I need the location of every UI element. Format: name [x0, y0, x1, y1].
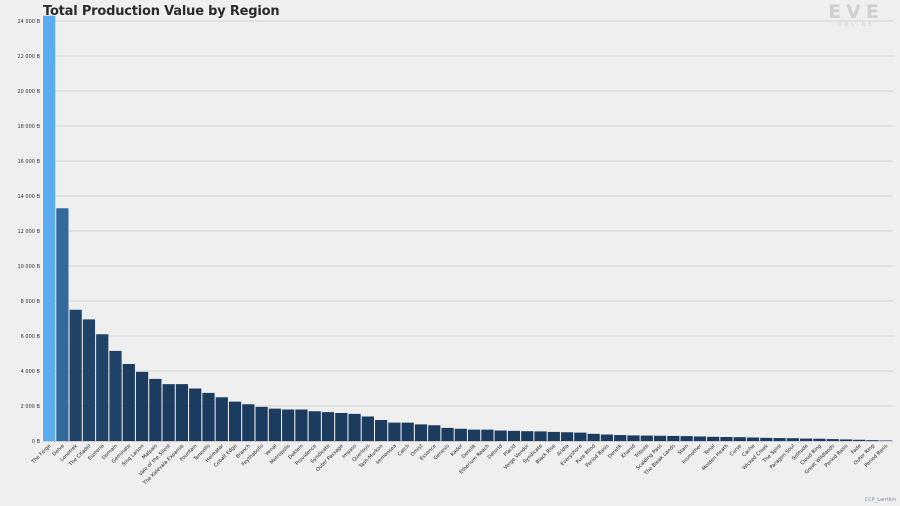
bar — [255, 406, 268, 442]
bar — [853, 439, 866, 441]
y-tick-label: 14 000 B — [17, 194, 40, 200]
bar — [228, 401, 242, 442]
bar — [839, 439, 853, 441]
bar — [375, 420, 388, 441]
bar — [43, 15, 56, 441]
bar — [866, 440, 879, 442]
bar — [574, 432, 587, 441]
logo-subtitle: ONLINE — [837, 22, 875, 28]
x-category-label: Detorid — [487, 443, 504, 460]
bar — [268, 408, 281, 442]
bar — [361, 416, 374, 441]
bar — [215, 397, 228, 441]
gridlines — [43, 20, 893, 442]
bar — [82, 319, 96, 442]
bar — [494, 430, 507, 441]
y-tick-label: 12 000 B — [17, 229, 40, 235]
bar — [879, 440, 892, 441]
bar — [746, 437, 760, 441]
bar — [813, 438, 826, 441]
bar — [707, 436, 720, 441]
y-tick-label: 22 000 B — [17, 54, 40, 60]
bar — [667, 435, 680, 441]
bar — [534, 431, 547, 442]
y-tick-label: 20 000 B — [17, 89, 40, 95]
bars — [43, 15, 892, 442]
bar — [56, 208, 69, 441]
bar — [162, 384, 175, 442]
bar — [481, 429, 494, 442]
y-tick-label: 6 000 B — [21, 334, 41, 340]
bar — [388, 422, 401, 442]
bar — [69, 309, 82, 441]
bar — [680, 436, 693, 441]
bar — [826, 439, 839, 441]
bar — [414, 424, 428, 442]
x-category-label: Curse — [729, 443, 743, 457]
y-tick-label: 2 000 B — [21, 404, 41, 410]
bar — [401, 422, 414, 442]
x-category-label: Catch — [397, 443, 411, 457]
bar — [335, 413, 348, 441]
author-credit: CCP_Larrikin — [864, 497, 896, 503]
logo-brand: EVE — [828, 1, 884, 23]
bar — [786, 438, 799, 441]
bar — [282, 409, 295, 441]
y-tick-label: 4 000 B — [21, 369, 41, 375]
bar — [454, 428, 467, 441]
chart-title: Total Production Value by Region — [43, 4, 280, 19]
bar — [308, 411, 321, 441]
bar — [468, 429, 481, 442]
bar — [800, 438, 813, 441]
bar — [640, 435, 653, 441]
bar — [149, 378, 162, 442]
bar — [560, 432, 574, 441]
x-category-label: The Forge — [30, 443, 53, 466]
bar — [773, 438, 786, 441]
bar — [348, 413, 361, 442]
bar — [507, 430, 521, 441]
bar — [720, 436, 733, 441]
y-tick-label: 0 B — [32, 439, 41, 445]
bar — [321, 412, 335, 442]
bar — [614, 435, 627, 441]
bar — [428, 425, 441, 441]
bar — [175, 384, 189, 442]
eve-online-logo: EVE ONLINE — [824, 2, 888, 30]
y-tick-label: 10 000 B — [17, 264, 40, 270]
bar — [109, 350, 122, 442]
bar — [600, 434, 614, 441]
y-tick-label: 16 000 B — [17, 159, 40, 165]
bar — [627, 435, 640, 441]
bar — [653, 435, 667, 441]
bar — [521, 431, 534, 441]
bar — [547, 431, 560, 441]
bar — [135, 371, 149, 442]
bar — [122, 364, 135, 441]
bar — [587, 433, 600, 441]
bar — [760, 437, 773, 441]
bar — [733, 437, 746, 441]
y-axis-ticks: 0 B 2 000 B 4 000 B 6 000 B 8 000 B 10 000 B 1… — [17, 19, 40, 445]
bar — [189, 388, 202, 441]
y-tick-label: 24 000 B — [17, 19, 40, 25]
bar — [295, 409, 308, 441]
y-tick-label: 18 000 B — [17, 124, 40, 130]
bar — [202, 392, 215, 442]
bar — [441, 427, 454, 442]
bar — [693, 436, 706, 441]
y-tick-label: 8 000 B — [21, 299, 41, 305]
bar — [96, 334, 109, 441]
bar — [242, 404, 255, 441]
